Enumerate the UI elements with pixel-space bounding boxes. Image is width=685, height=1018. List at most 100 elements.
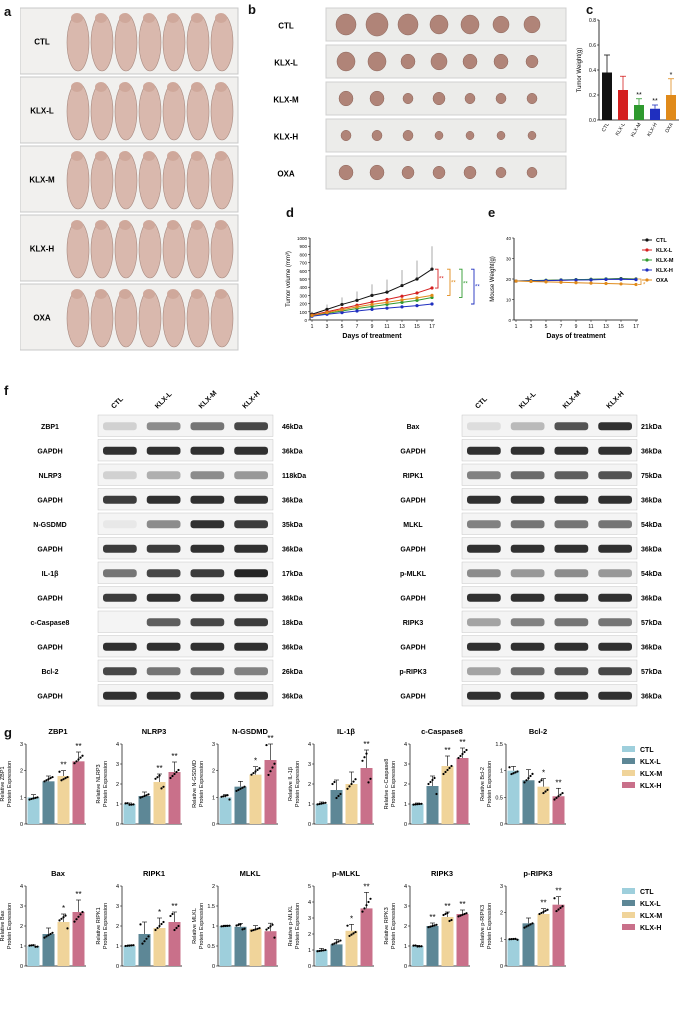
blot-strip — [461, 610, 638, 633]
data-point — [171, 912, 174, 916]
y-axis-label: Relative IL-1β — [288, 767, 294, 801]
x-tick-label: 7 — [356, 324, 359, 330]
blot-band — [234, 569, 268, 578]
data-point — [354, 930, 357, 934]
series-point — [430, 267, 434, 271]
data-point — [420, 802, 423, 805]
data-point — [47, 778, 50, 781]
tumor — [335, 13, 357, 36]
subplot-title: c-Caspase8 — [421, 727, 463, 736]
data-point — [47, 934, 50, 937]
data-point — [235, 924, 238, 927]
significance-mark: ** — [267, 734, 273, 743]
tumor — [492, 15, 510, 34]
data-point — [79, 756, 82, 759]
data-point — [553, 897, 556, 900]
blot-band — [190, 544, 225, 553]
series-point — [310, 313, 314, 318]
data-point — [365, 904, 368, 907]
data-point — [316, 950, 319, 953]
data-point — [73, 762, 76, 765]
series-point — [619, 277, 623, 281]
data-point — [361, 759, 364, 762]
data-point — [555, 909, 558, 913]
y-tick-label: 3 — [116, 904, 119, 910]
significance-mark: ** — [459, 738, 465, 747]
blot-band — [554, 642, 589, 651]
bar — [153, 782, 166, 824]
blot-kda-label: 36kDa — [641, 645, 662, 652]
y-tick-label: 1 — [308, 802, 311, 808]
blot-band — [510, 691, 545, 700]
subplot-title: NLRP3 — [142, 727, 167, 736]
y-tick-label: 1 — [500, 769, 503, 775]
data-point — [160, 922, 163, 926]
legend-swatch — [622, 900, 635, 906]
y-tick-label: 1 — [116, 944, 119, 950]
data-point — [124, 802, 127, 805]
significance-mark: ** — [555, 778, 561, 787]
data-point — [446, 768, 449, 772]
significance-mark: ** — [75, 890, 81, 899]
blot-strip — [97, 537, 274, 560]
blot-band — [234, 544, 268, 553]
tumor-row-frame — [325, 155, 567, 190]
blot-band — [554, 471, 589, 480]
series-point — [355, 298, 359, 302]
data-point — [162, 920, 165, 924]
data-point — [429, 780, 432, 784]
subplot-title: p-RIPK3 — [523, 869, 552, 878]
tumor — [367, 51, 387, 72]
blot-band — [467, 471, 501, 480]
data-point — [335, 941, 338, 944]
mouse-head — [95, 151, 107, 161]
legend-label: KLX-H — [640, 783, 661, 790]
series-point — [574, 278, 578, 282]
bar — [345, 784, 358, 824]
data-point — [416, 945, 419, 948]
tumor — [434, 131, 444, 140]
panel-label-e: e — [488, 205, 496, 220]
y-tick-label: 0.2 — [589, 93, 596, 99]
data-point — [339, 792, 342, 796]
data-point — [177, 768, 180, 772]
data-point — [514, 771, 517, 774]
y-tick-label: 0 — [20, 822, 23, 828]
data-point — [529, 923, 532, 926]
x-tick-label: KLX-H — [646, 122, 659, 138]
bar — [234, 926, 247, 966]
data-point — [542, 910, 545, 913]
bar — [72, 761, 85, 824]
data-point — [132, 944, 135, 947]
data-point — [531, 772, 534, 775]
data-point — [559, 793, 562, 796]
data-point — [81, 910, 84, 914]
y-tick-label: 4 — [20, 884, 23, 890]
bar — [264, 760, 277, 824]
subplot-title: Bax — [51, 869, 66, 878]
data-point — [348, 934, 351, 938]
data-point — [369, 777, 372, 780]
y-tick-label: 4 — [308, 742, 311, 748]
significance-mark: ** — [444, 746, 450, 755]
data-point — [79, 913, 82, 916]
blot-protein-label: IL-1β — [42, 571, 59, 578]
tumor-row-label: OXA — [277, 170, 295, 179]
blot-band — [510, 495, 545, 504]
data-point — [446, 911, 449, 915]
data-point — [538, 780, 541, 783]
panel-label-g: g — [4, 725, 12, 740]
tumor — [402, 130, 414, 141]
mouse-head — [95, 220, 107, 230]
tumor — [496, 131, 506, 140]
y-tick-label: 0.0 — [589, 118, 596, 124]
y-axis-label: Mouse Weight(g) — [490, 256, 496, 302]
data-point — [538, 912, 541, 916]
data-point — [32, 797, 35, 800]
series-point — [430, 286, 434, 290]
data-point — [250, 929, 253, 932]
blot-kda-label: 36kDa — [641, 498, 662, 505]
data-point — [169, 776, 172, 780]
blot-band — [146, 593, 181, 602]
